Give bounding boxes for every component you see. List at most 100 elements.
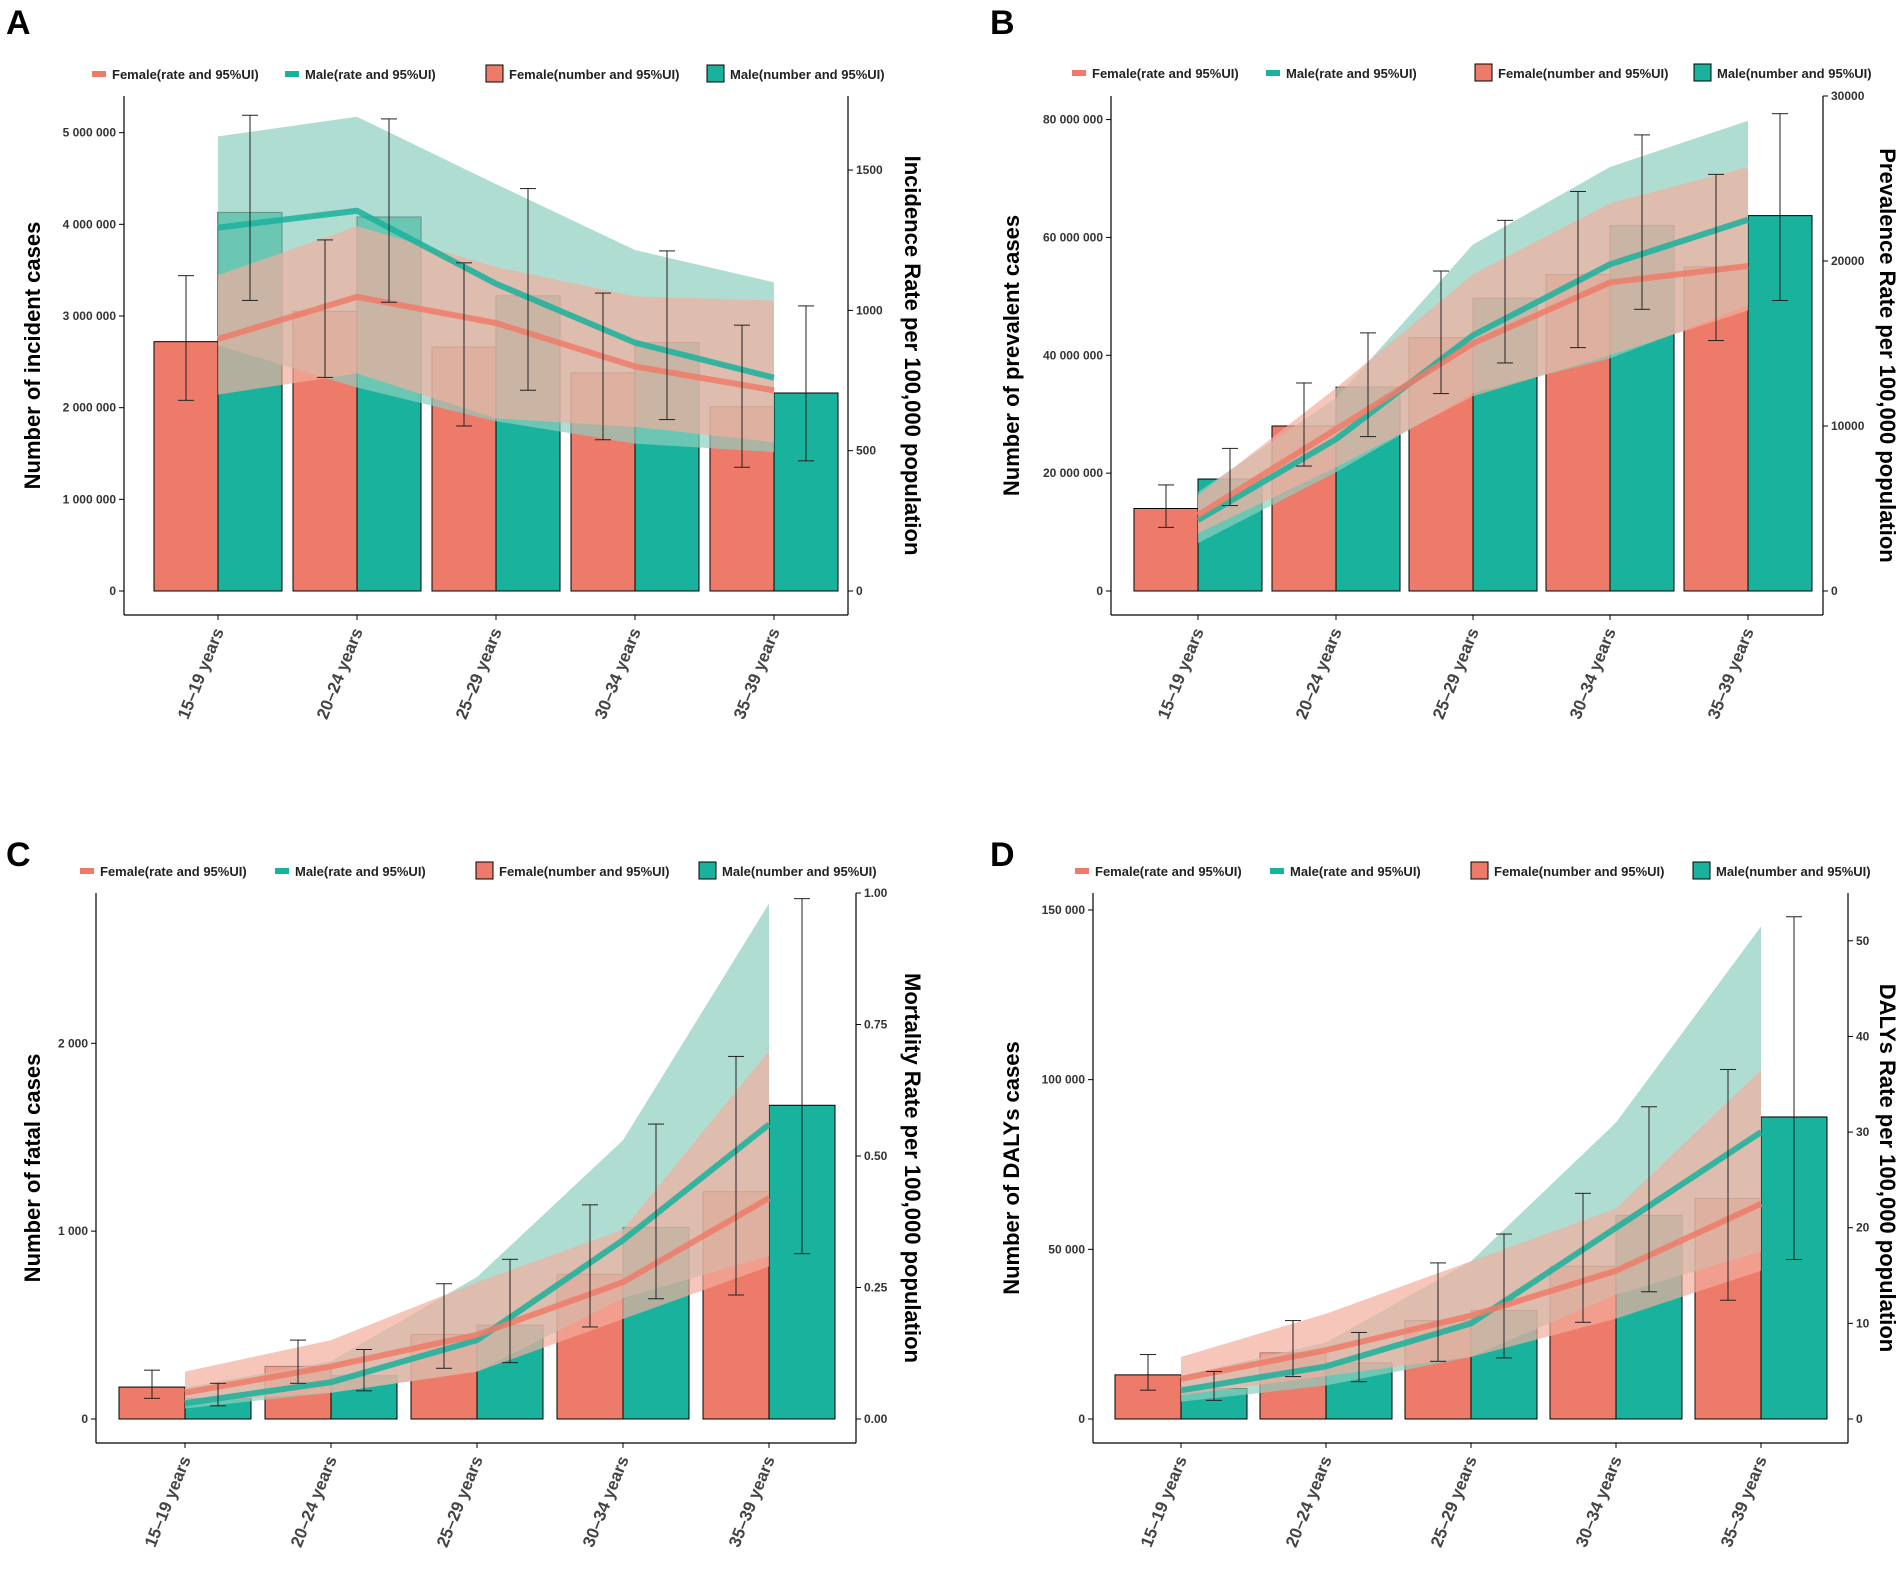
left-tick-label: 80 000 000 <box>1043 113 1103 127</box>
left-tick-label: 150 000 <box>1042 903 1086 917</box>
right-tick-label: 30 <box>1856 1125 1870 1139</box>
right-tick-label: 0 <box>856 584 863 598</box>
line-female-rate <box>1180 1201 1763 1382</box>
legend-male-rate-swatch <box>1266 70 1280 76</box>
x-tick-label: 35–39 years <box>725 1453 779 1550</box>
error-bars <box>1140 916 1802 1401</box>
legend-male-number-swatch <box>1693 63 1712 82</box>
legend-male-rate-swatch <box>1270 868 1284 874</box>
left-tick-label: 5 000 000 <box>63 126 117 140</box>
line-female-rate <box>184 1195 771 1396</box>
legend-male-number-label: Male(number and 95%UI) <box>1717 66 1872 81</box>
x-tick-label: 20–24 years <box>313 625 367 722</box>
ribbon-female-rate <box>1181 1069 1761 1396</box>
legend-female-number-swatch <box>485 64 504 83</box>
left-tick-label: 50 000 <box>1048 1242 1085 1256</box>
right-tick-label: 20 <box>1856 1221 1870 1235</box>
legend-female-rate-swatch <box>1072 70 1086 76</box>
legend-male-rate-swatch <box>285 71 299 77</box>
line-male-rate <box>1196 216 1749 523</box>
legend-male-number-label: Male(number and 95%UI) <box>1716 864 1871 879</box>
right-tick-label: 10 <box>1856 1316 1870 1330</box>
x-tick-label: 25–29 years <box>1429 625 1483 722</box>
legend-male-rate-label: Male(rate and 95%UI) <box>1290 864 1421 879</box>
legend-female-rate-label: Female(rate and 95%UI) <box>1095 864 1242 879</box>
error-bars <box>178 114 814 468</box>
right-tick-label: 0 <box>1856 1412 1863 1426</box>
x-tick-label: 30–34 years <box>1572 1453 1626 1550</box>
left-tick-label: 1 000 <box>58 1224 88 1238</box>
panel-letter: B <box>990 4 1015 42</box>
legend-female-number-label: Female(number and 95%UI) <box>509 67 680 82</box>
left-tick-label: 3 000 000 <box>63 309 117 323</box>
right-tick-label: 1000 <box>856 303 883 317</box>
left-axis-title: Number of incident cases <box>20 222 45 490</box>
x-tick-label: 35–39 years <box>1704 625 1758 722</box>
x-tick-label: 35–39 years <box>1717 1453 1771 1550</box>
legend-female-number-swatch <box>1470 861 1489 880</box>
right-axis-title: Mortality Rate per 100,000 population <box>900 973 925 1363</box>
x-tick-label: 15–19 years <box>1137 1453 1191 1550</box>
panel-letter: D <box>990 836 1015 874</box>
x-tick-label: 20–24 years <box>1282 1453 1336 1550</box>
right-tick-label: 10000 <box>1831 419 1865 433</box>
legend-female-number-label: Female(number and 95%UI) <box>499 864 670 879</box>
left-tick-label: 0 <box>1078 1412 1085 1426</box>
right-tick-label: 0.75 <box>864 1018 888 1032</box>
x-tick-label: 15–19 years <box>174 625 228 722</box>
legend-male-number-label: Male(number and 95%UI) <box>722 864 877 879</box>
panel-letter: C <box>6 836 31 874</box>
x-tick-label: 30–34 years <box>579 1453 633 1550</box>
x-tick-label: 20–24 years <box>1292 625 1346 722</box>
line-male-rate <box>184 1122 771 1407</box>
line-male-rate <box>1180 1129 1763 1394</box>
left-axis-title: Number of prevalent cases <box>999 215 1024 496</box>
x-tick-label: 25–29 years <box>1427 1453 1481 1550</box>
left-tick-label: 60 000 000 <box>1043 230 1103 244</box>
left-tick-label: 0 <box>1096 584 1103 598</box>
legend-female-rate-swatch <box>80 868 94 874</box>
x-tick-label: 30–34 years <box>591 625 645 722</box>
chart-panel-d: D Female(rate and 95%UI) Male(rate and 95%… <box>990 836 1900 1550</box>
legend: Female(rate and 95%UI) Male(rate and 95%U… <box>1072 63 1872 82</box>
legend-male-rate-swatch <box>275 868 289 874</box>
left-tick-label: 2 000 <box>58 1036 88 1050</box>
ribbon-female-rate <box>185 1050 769 1404</box>
left-tick-label: 2 000 000 <box>63 401 117 415</box>
legend-male-number-swatch <box>706 64 725 83</box>
left-axis-title: Number of DALYs cases <box>999 1041 1024 1295</box>
right-tick-label: 1500 <box>856 163 883 177</box>
right-tick-label: 0.25 <box>864 1281 888 1295</box>
line-female-rate <box>217 293 775 394</box>
legend-female-rate-label: Female(rate and 95%UI) <box>100 864 247 879</box>
right-tick-label: 50 <box>1856 934 1870 948</box>
legend-female-number-label: Female(number and 95%UI) <box>1494 864 1665 879</box>
left-axis-title: Number of fatal cases <box>20 1054 45 1283</box>
left-tick-label: 100 000 <box>1042 1073 1086 1087</box>
left-tick-label: 0 <box>109 584 116 598</box>
right-tick-label: 0.50 <box>864 1149 888 1163</box>
chart-panel-a: A Female(rate and 95%UI) Male(rate and 95%… <box>6 4 925 722</box>
left-tick-label: 4 000 000 <box>63 217 117 231</box>
left-tick-label: 0 <box>81 1412 88 1426</box>
x-tick-label: 20–24 years <box>287 1453 341 1550</box>
left-tick-label: 40 000 000 <box>1043 348 1103 362</box>
x-tick-label: 35–39 years <box>730 625 784 722</box>
left-tick-label: 20 000 000 <box>1043 466 1103 480</box>
legend-male-rate-label: Male(rate and 95%UI) <box>1286 66 1417 81</box>
line-female-rate <box>1196 262 1749 518</box>
right-tick-label: 500 <box>856 444 876 458</box>
legend-female-number-label: Female(number and 95%UI) <box>1498 66 1669 81</box>
right-tick-label: 1.00 <box>864 886 888 900</box>
x-tick-label: 15–19 years <box>1154 625 1208 722</box>
legend-female-number-swatch <box>1474 63 1493 82</box>
legend-female-rate-label: Female(rate and 95%UI) <box>1092 66 1239 81</box>
legend-female-rate-swatch <box>1075 868 1089 874</box>
legend-male-number-swatch <box>1692 861 1711 880</box>
legend-male-rate-label: Male(rate and 95%UI) <box>295 864 426 879</box>
chart-panel-c: C Female(rate and 95%UI) Male(rate and 95%… <box>6 836 925 1550</box>
right-tick-label: 40 <box>1856 1029 1870 1043</box>
right-tick-label: 0 <box>1831 584 1838 598</box>
x-tick-label: 15–19 years <box>141 1453 195 1550</box>
